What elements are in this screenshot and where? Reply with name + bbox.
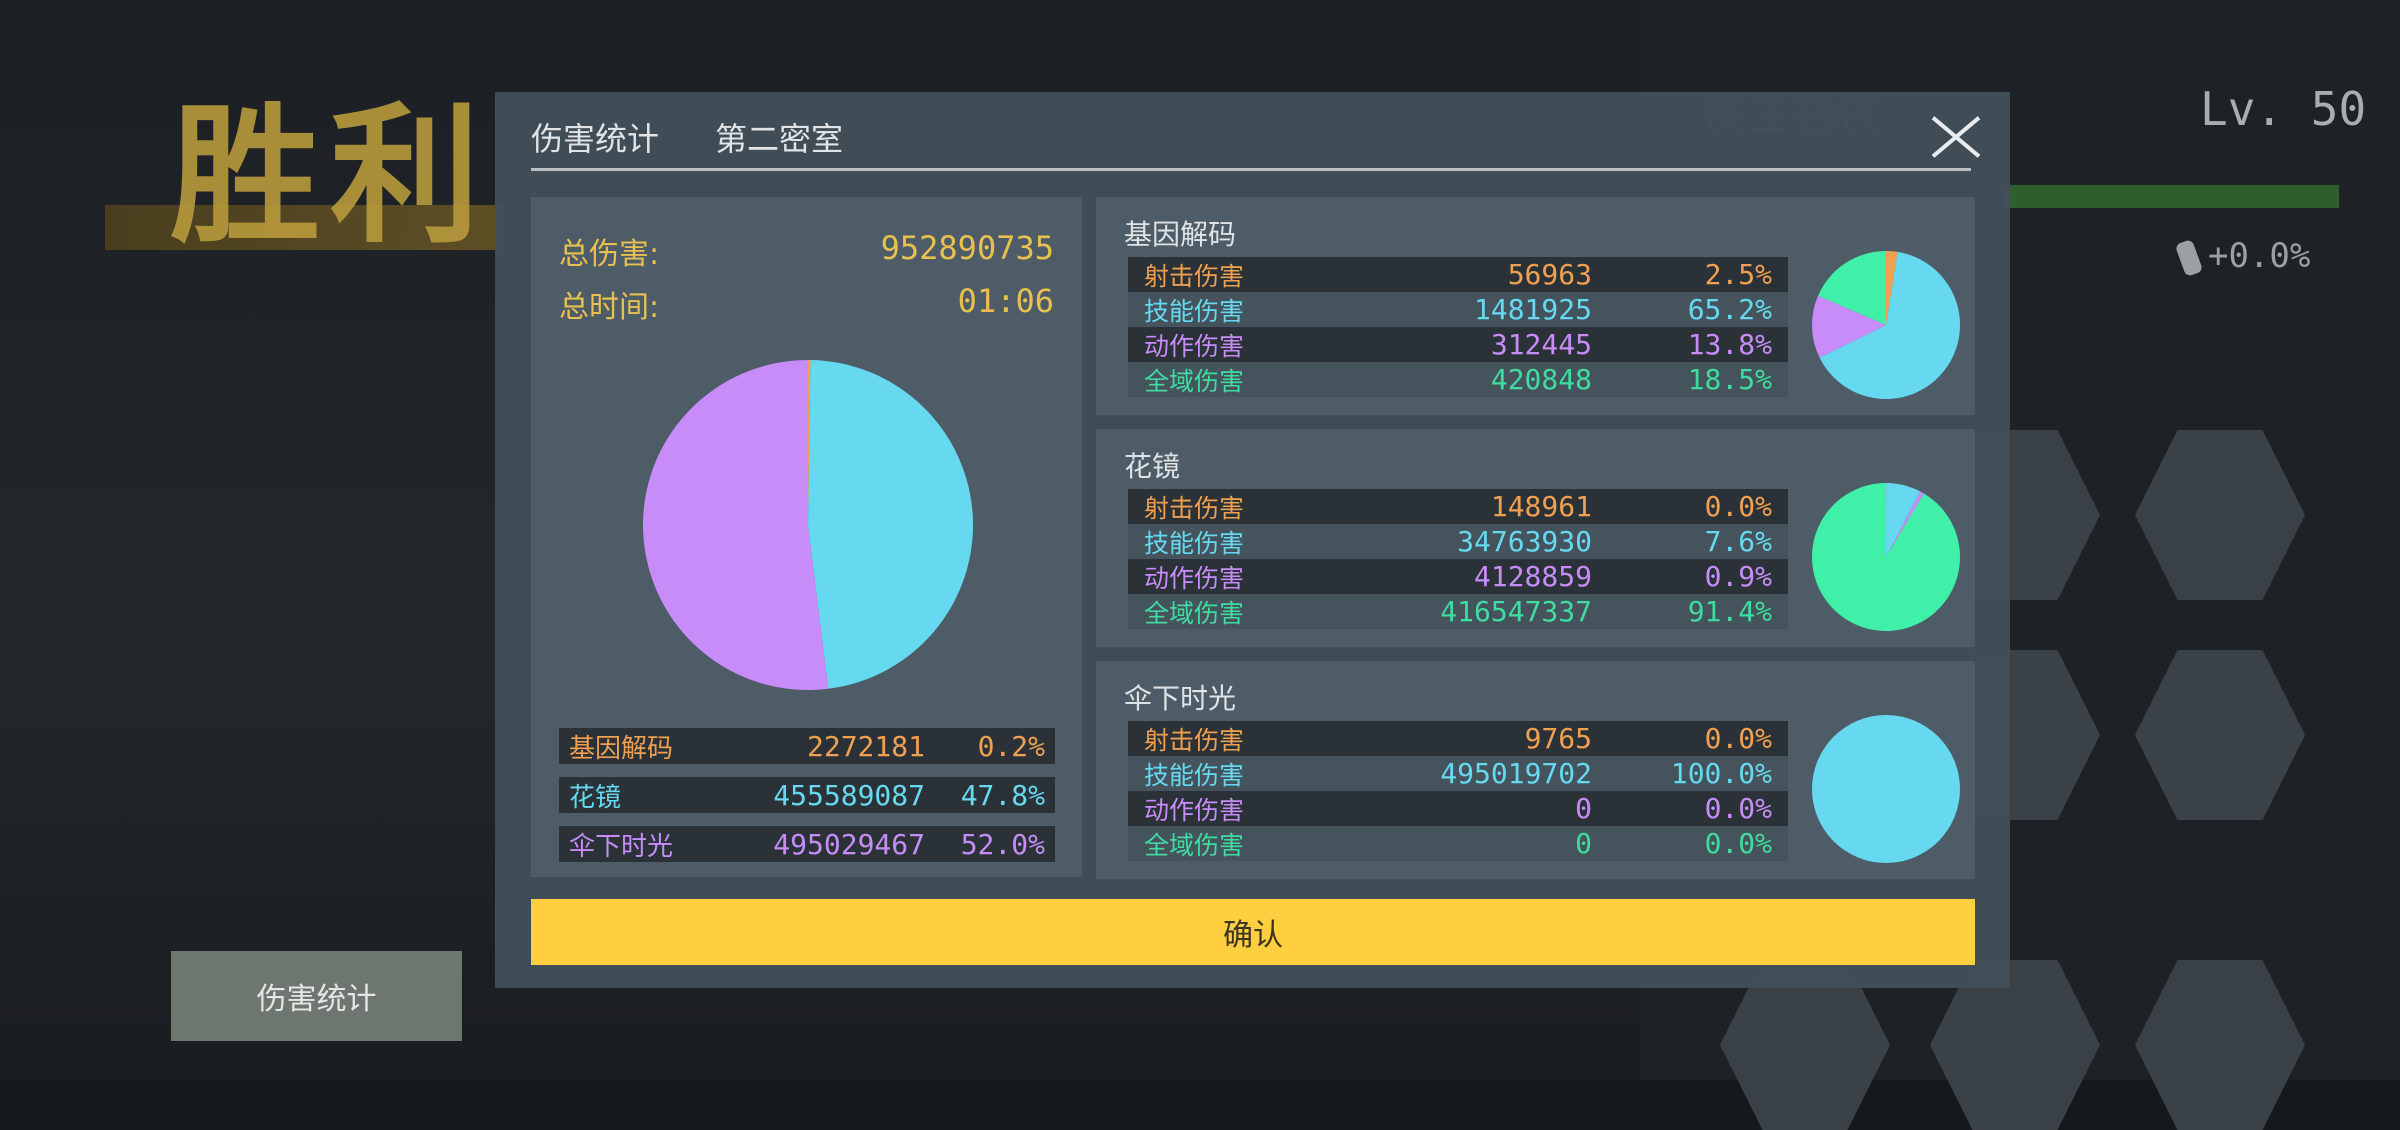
- bonus-value: +0.0%: [2208, 236, 2310, 276]
- damage-percent: 7.6%: [1592, 525, 1772, 558]
- damage-value: 9765: [1342, 722, 1592, 755]
- member-name: 花镜: [569, 777, 685, 814]
- damage-percent: 18.5%: [1592, 363, 1772, 396]
- damage-percent: 0.0%: [1592, 827, 1772, 860]
- hero-level: Lv. 50: [2200, 82, 2366, 136]
- member-percent: 52.0%: [925, 828, 1045, 861]
- damage-type-label: 全域伤害: [1144, 362, 1342, 398]
- pie-slice: [643, 360, 828, 690]
- member-name: 伞下时光: [569, 826, 685, 863]
- damage-value: 495019702: [1342, 757, 1592, 790]
- pie-slice: [1812, 483, 1960, 631]
- damage-percent: 65.2%: [1592, 293, 1772, 326]
- damage-type-label: 射击伤害: [1144, 257, 1342, 293]
- damage-value: 4128859: [1342, 560, 1592, 593]
- member-damage-pie: [1812, 251, 1960, 399]
- damage-value: 420848: [1342, 363, 1592, 396]
- pie-slice: [1812, 715, 1960, 863]
- victory-title: 胜利: [170, 55, 490, 272]
- damage-stats-dialog: 伤害统计 第二密室 总伤害: 952890735 总时间: 01:06 基因解码…: [495, 92, 2010, 988]
- damage-type-label: 技能伤害: [1144, 292, 1342, 328]
- damage-stats-button[interactable]: 伤害统计: [171, 951, 462, 1041]
- damage-type-label: 技能伤害: [1144, 756, 1342, 792]
- damage-percent: 13.8%: [1592, 328, 1772, 361]
- stage-name: 第二密室: [715, 114, 843, 160]
- damage-percent: 0.9%: [1592, 560, 1772, 593]
- damage-value: 148961: [1342, 490, 1592, 523]
- damage-value: 312445: [1342, 328, 1592, 361]
- team-damage-pie: [643, 360, 973, 690]
- total-damage-value: 952890735: [881, 229, 1054, 273]
- damage-type-label: 动作伤害: [1144, 327, 1342, 363]
- total-time-label: 总时间:: [559, 282, 659, 326]
- dialog-title-text: 伤害统计: [531, 114, 659, 160]
- damage-type-label: 全域伤害: [1144, 826, 1342, 862]
- member-damage: 455589087: [685, 779, 925, 812]
- card-title: 基因解码: [1124, 213, 1236, 253]
- damage-percent: 0.0%: [1592, 490, 1772, 523]
- damage-type-label: 射击伤害: [1144, 489, 1342, 525]
- xp-bar: [2005, 185, 2339, 208]
- member-percent: 47.8%: [925, 779, 1045, 812]
- damage-value: 56963: [1342, 258, 1592, 291]
- confirm-button[interactable]: 确认: [531, 899, 1975, 965]
- card-title: 花镜: [1124, 445, 1180, 485]
- damage-value: 34763930: [1342, 525, 1592, 558]
- damage-value: 1481925: [1342, 293, 1592, 326]
- member-percent: 0.2%: [925, 730, 1045, 763]
- damage-value: 0: [1342, 792, 1592, 825]
- card-title: 伞下时光: [1124, 677, 1236, 717]
- damage-percent: 2.5%: [1592, 258, 1772, 291]
- bonus-stat: +0.0%: [2180, 236, 2310, 276]
- damage-type-label: 动作伤害: [1144, 791, 1342, 827]
- pie-slice: [808, 360, 973, 689]
- total-damage-label: 总伤害:: [559, 229, 659, 273]
- total-time-row: 总时间: 01:06: [559, 282, 1054, 326]
- member-damage: 495029467: [685, 828, 925, 861]
- total-time-value: 01:06: [958, 282, 1054, 326]
- damage-type-label: 技能伤害: [1144, 524, 1342, 560]
- close-icon[interactable]: [1930, 112, 1980, 162]
- damage-percent: 0.0%: [1592, 792, 1772, 825]
- damage-percent: 91.4%: [1592, 595, 1772, 628]
- damage-percent: 100.0%: [1592, 757, 1772, 790]
- divider: [531, 168, 1971, 171]
- damage-percent: 0.0%: [1592, 722, 1772, 755]
- member-name: 基因解码: [569, 728, 685, 765]
- dialog-title: 伤害统计 第二密室: [531, 114, 843, 160]
- damage-value: 416547337: [1342, 595, 1592, 628]
- member-damage-pie: [1812, 715, 1960, 863]
- damage-type-label: 全域伤害: [1144, 594, 1342, 630]
- damage-type-label: 射击伤害: [1144, 721, 1342, 757]
- member-damage-pie: [1812, 483, 1960, 631]
- damage-type-label: 动作伤害: [1144, 559, 1342, 595]
- member-damage: 2272181: [685, 730, 925, 763]
- damage-value: 0: [1342, 827, 1592, 860]
- total-damage-row: 总伤害: 952890735: [559, 229, 1054, 273]
